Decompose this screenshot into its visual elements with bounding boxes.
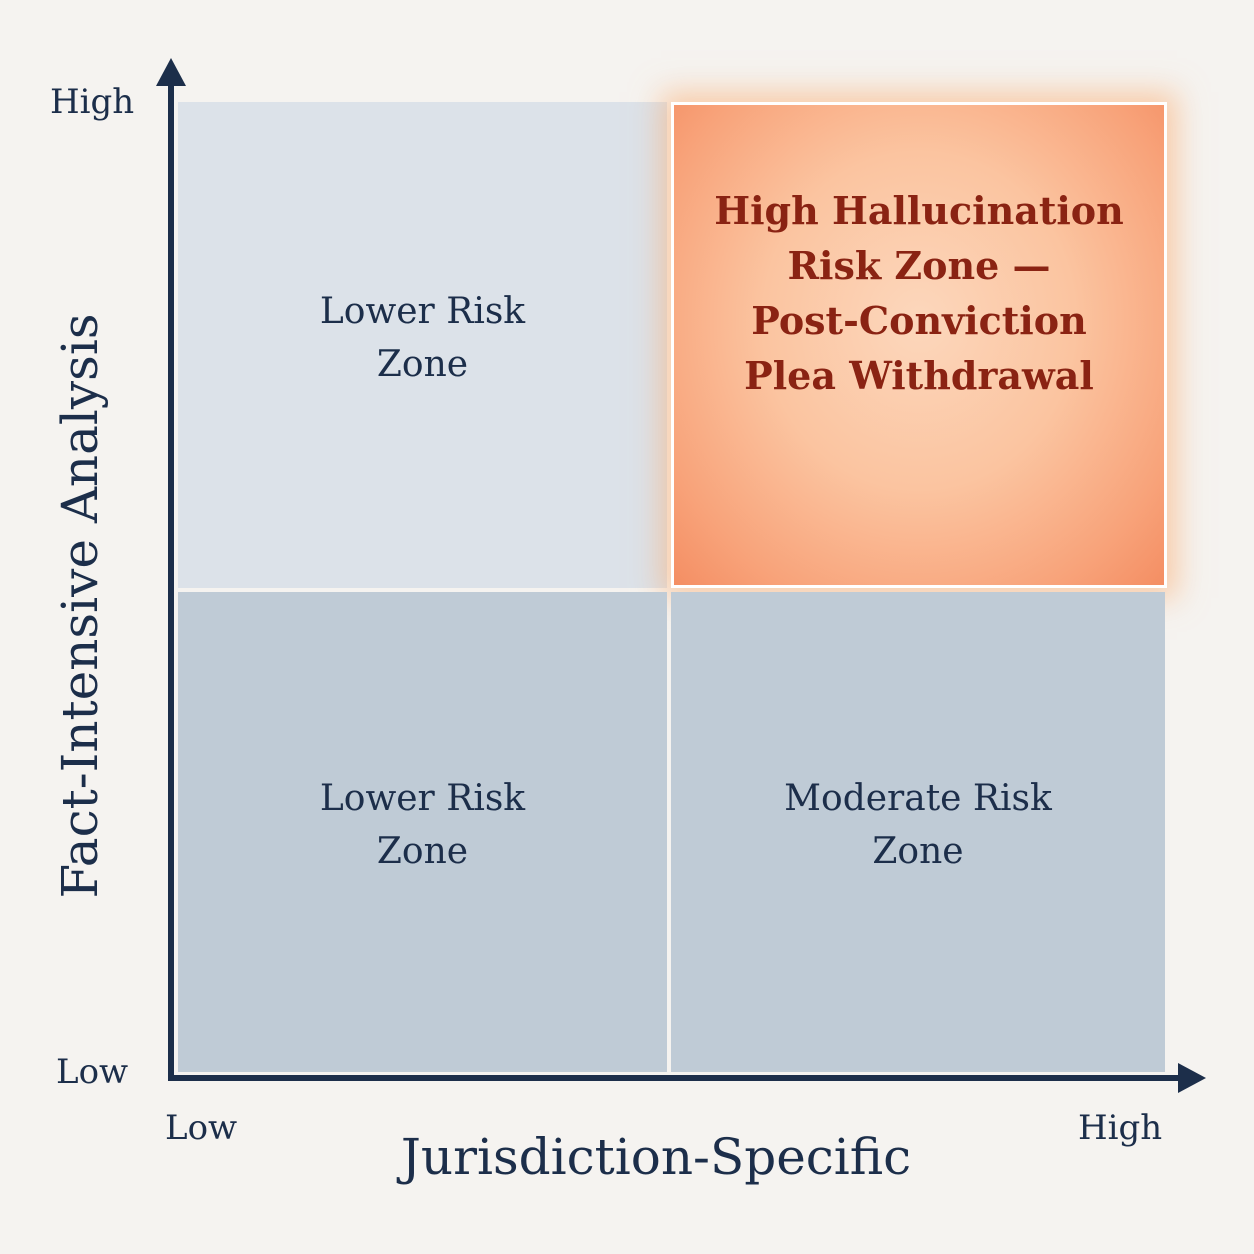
quadrant-label-line: Plea Withdrawal	[744, 353, 1094, 398]
quadrant-label-line: Zone	[376, 344, 469, 385]
quadrant-lower-risk-top-left: Lower Risk Zone	[178, 102, 667, 588]
x-axis-high-label: High	[1078, 1108, 1163, 1148]
x-axis-low-label: Low	[165, 1108, 238, 1148]
quadrant-moderate-risk: Moderate Risk Zone	[671, 592, 1165, 1072]
y-axis-title: Fact-Intensive Analysis	[51, 313, 109, 899]
x-axis-title: Jurisdiction-Specific	[400, 1128, 912, 1186]
quadrant-label-line: High Hallucination	[714, 188, 1124, 233]
quadrant-label-line: Moderate Risk	[784, 778, 1052, 819]
quadrant-label-line: Lower Risk	[319, 778, 526, 819]
quadrant-high-hallucination-risk: High Hallucination Risk Zone — Post-Conv…	[671, 102, 1167, 588]
y-axis-low-label: Low	[56, 1052, 129, 1092]
quadrant-label-line: Post-Conviction	[751, 298, 1087, 343]
quadrant-lower-risk-bottom-left: Lower Risk Zone	[178, 592, 667, 1072]
quadrant-label-line: Zone	[872, 831, 964, 872]
quadrant-label-line: Risk Zone —	[787, 243, 1051, 288]
quadrant-label-line: Lower Risk	[319, 291, 526, 332]
y-axis-high-label: High	[50, 82, 135, 122]
quadrant-label-line: Zone	[376, 831, 469, 872]
x-axis-arrow-icon	[1178, 1063, 1206, 1093]
y-axis-arrow-icon	[156, 58, 186, 86]
